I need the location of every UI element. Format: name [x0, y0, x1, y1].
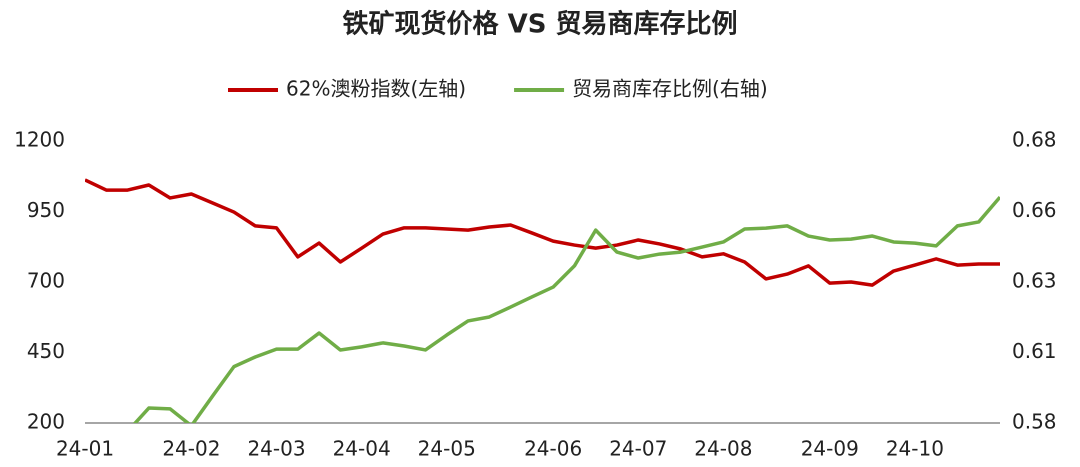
x-tick-label: 24-03 [247, 437, 305, 461]
x-tick-label: 24-10 [886, 437, 944, 461]
x-tick-label: 24-09 [801, 437, 859, 461]
y-tick-label: 1200 [14, 128, 65, 152]
y-tick-label: 450 [27, 339, 65, 363]
x-tick-label: 24-06 [524, 437, 582, 461]
x-tick-label: 24-07 [609, 437, 667, 461]
x-tick-label: 24-08 [694, 437, 752, 461]
x-tick-label: 24-04 [333, 437, 391, 461]
legend-label: 贸易商库存比例(右轴) [572, 77, 768, 101]
y2-tick-label: 0.58 [1012, 410, 1057, 434]
y-tick-label: 200 [27, 410, 65, 434]
x-tick-label: 24-02 [162, 437, 220, 461]
x-tick-label: 24-05 [418, 437, 476, 461]
y2-tick-label: 0.68 [1012, 128, 1057, 152]
series-line [132, 195, 1000, 423]
y2-tick-label: 0.61 [1012, 339, 1057, 363]
y-tick-label: 700 [27, 269, 65, 293]
legend-label: 62%澳粉指数(左轴) [286, 77, 466, 101]
series-line [85, 178, 1000, 287]
y2-tick-label: 0.66 [1012, 198, 1057, 222]
x-tick-label: 24-01 [56, 437, 114, 461]
y-tick-label: 950 [27, 198, 65, 222]
chart-title: 铁矿现货价格 VS 贸易商库存比例 [343, 9, 738, 40]
y2-tick-label: 0.63 [1012, 269, 1057, 293]
